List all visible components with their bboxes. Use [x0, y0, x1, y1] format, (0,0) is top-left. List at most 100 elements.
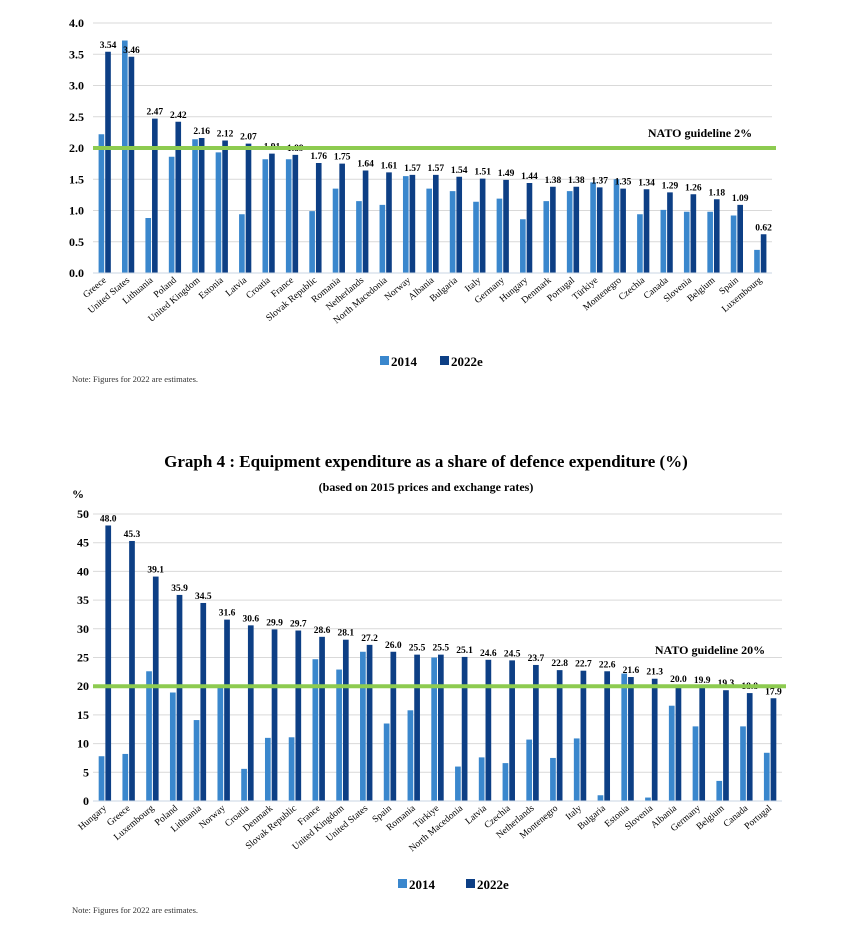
- chart1-data-label: 0.62: [755, 223, 772, 233]
- chart1-bar-2014: [262, 159, 269, 273]
- chart2-legend-swatch-2022e: [466, 879, 475, 888]
- chart2-bar-2014: [763, 752, 770, 801]
- chart2-bar-2014: [169, 692, 176, 801]
- chart1-bar-2022e: [409, 174, 416, 273]
- chart1-data-label: 2.07: [240, 133, 257, 143]
- chart1-bar-2014: [543, 201, 550, 273]
- chart2-title: Graph 4 : Equipment expenditure as a sha…: [164, 452, 688, 471]
- chart1-bar-2014: [239, 214, 245, 273]
- chart1-y-tick-label: 0.0: [69, 266, 84, 280]
- chart2-bar-2022e: [746, 693, 753, 801]
- chart2-bar-2022e: [271, 629, 278, 801]
- chart1-bar-2014: [332, 188, 339, 273]
- chart2-data-label: 24.6: [480, 649, 497, 659]
- chart2-bar-2022e: [366, 644, 373, 801]
- chart1-data-label: 1.76: [310, 152, 327, 162]
- chart1-bar-2022e: [526, 183, 533, 273]
- chart2-bar-2022e: [247, 625, 254, 801]
- chart2-bar-2022e: [319, 636, 325, 801]
- chart1-bar-2022e: [667, 192, 673, 273]
- chart1-bar-2014: [449, 191, 456, 273]
- chart1-data-label: 1.38: [545, 176, 562, 186]
- chart2-legend-swatch-2014: [398, 879, 407, 888]
- chart2-note: Note: Figures for 2022 are estimates.: [72, 905, 199, 915]
- chart2-data-label: 30.6: [242, 614, 259, 624]
- chart1-y-tick-label: 4.0: [69, 16, 84, 30]
- chart1-data-label: 1.26: [685, 183, 702, 193]
- chart2-subtitle: (based on 2015 prices and exchange rates…: [318, 480, 534, 494]
- chart1-data-label: 2.47: [147, 108, 164, 118]
- chart2-bar-2022e: [723, 690, 729, 801]
- chart1-bar-2022e: [175, 121, 182, 273]
- chart1-bar-2022e: [339, 163, 345, 273]
- chart1-bar-2014: [98, 134, 105, 273]
- chart2-bar-2014: [550, 757, 556, 801]
- chart2-bar-2022e: [675, 686, 682, 801]
- chart1-legend-swatch-2022e: [440, 356, 449, 365]
- chart1-data-label: 1.57: [427, 164, 444, 174]
- chart1-bar-2014: [192, 139, 198, 273]
- chart2-bar-2022e: [200, 602, 207, 801]
- chart1-bar-2014: [637, 214, 643, 273]
- chart1-bar-2022e: [292, 154, 299, 273]
- chart2-bar-2014: [217, 686, 224, 801]
- chart1-bar-2022e: [152, 118, 158, 273]
- chart1-bar-2014: [145, 218, 152, 273]
- chart2-bar-2014: [526, 739, 533, 801]
- chart2-y-tick-label: 20: [77, 679, 89, 693]
- chart2-bar-2022e: [295, 630, 302, 801]
- chart1-bar-2014: [402, 176, 409, 273]
- chart2-data-label: 26.0: [385, 641, 402, 651]
- chart1-legend-swatch-2014: [380, 356, 389, 365]
- chart2-bar-2014: [407, 710, 414, 801]
- chart1-bar-2014: [707, 211, 713, 273]
- chart1-bar-2014: [285, 159, 292, 273]
- chart1-data-label: 1.34: [638, 178, 655, 188]
- chart1-bar-2014: [754, 249, 760, 273]
- chart1-data-label: 1.64: [357, 160, 374, 170]
- chart2-bar-2022e: [651, 678, 658, 801]
- chart2-bar-2014: [360, 651, 366, 801]
- chart1-x-tick-label: Croatia: [245, 275, 273, 301]
- chart2-data-label: 25.1: [456, 646, 473, 656]
- chart1-y-tick-label: 0.5: [69, 235, 84, 249]
- chart2-bar-2022e: [342, 639, 349, 801]
- chart2-data-label: 31.6: [219, 609, 236, 619]
- chart2-y-tick-label: 30: [77, 622, 89, 636]
- chart1-data-label: 2.16: [193, 127, 210, 137]
- chart2-x-tick-label: Norway: [198, 803, 228, 830]
- chart2-bar-2014: [288, 737, 295, 801]
- chart2-bar-2014: [193, 720, 200, 801]
- chart2-data-label: 28.1: [338, 629, 355, 639]
- chart1-bar-2014: [566, 191, 573, 273]
- chart1-data-label: 1.35: [615, 178, 632, 188]
- chart1-bar-2014: [122, 40, 128, 273]
- chart1-bar-2022e: [315, 163, 322, 273]
- chart2-data-label: 21.3: [646, 668, 663, 678]
- chart1-guideline-label: NATO guideline 2%: [648, 126, 752, 140]
- chart2-x-tick-label: Belgium: [695, 803, 727, 832]
- chart2-data-label: 22.8: [551, 659, 568, 669]
- chart2-bar-2014: [383, 723, 390, 801]
- chart2-bar-2014: [621, 673, 628, 801]
- chart2-data-label: 28.6: [314, 626, 331, 636]
- chart2-bar-2022e: [485, 659, 492, 801]
- chart2-bar-2022e: [628, 677, 634, 801]
- chart2-y-axis-label: %: [72, 487, 84, 501]
- chart1-bar-2022e: [479, 178, 486, 273]
- chart1-data-label: 1.37: [591, 176, 608, 186]
- chart2-bar-2014: [264, 737, 271, 801]
- chart2-y-tick-label: 25: [77, 651, 89, 665]
- chart2-data-label: 23.7: [528, 654, 545, 664]
- chart1-x-tick-label: Portugal: [546, 275, 577, 304]
- chart1-bar-2022e: [128, 56, 135, 273]
- chart1-bar-2022e: [620, 188, 626, 273]
- chart1-data-label: 1.75: [334, 153, 351, 163]
- chart1-bar-2022e: [643, 189, 650, 273]
- chart1-data-label: 2.42: [170, 111, 187, 121]
- chart2-legend-label: 2022e: [477, 877, 509, 892]
- chart2-bar-2022e: [152, 576, 159, 801]
- chart1-bar-2014: [730, 215, 737, 273]
- chart1-bar-2014: [660, 209, 667, 273]
